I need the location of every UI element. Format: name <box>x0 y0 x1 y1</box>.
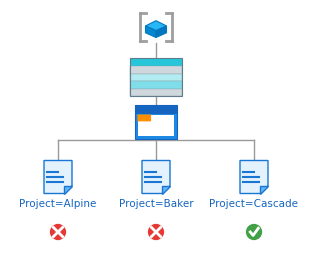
Polygon shape <box>162 186 170 194</box>
FancyBboxPatch shape <box>130 89 182 96</box>
FancyBboxPatch shape <box>130 81 182 89</box>
FancyBboxPatch shape <box>135 105 177 139</box>
Polygon shape <box>44 161 72 194</box>
Polygon shape <box>156 26 167 37</box>
Polygon shape <box>145 21 167 31</box>
Polygon shape <box>240 161 268 194</box>
FancyBboxPatch shape <box>130 66 182 74</box>
Text: Project=Baker: Project=Baker <box>119 199 193 209</box>
FancyBboxPatch shape <box>130 58 182 66</box>
FancyBboxPatch shape <box>130 74 182 81</box>
Circle shape <box>147 223 165 241</box>
Text: Project=Alpine: Project=Alpine <box>19 199 97 209</box>
Polygon shape <box>142 161 170 194</box>
Text: Project=Cascade: Project=Cascade <box>209 199 299 209</box>
Polygon shape <box>64 186 72 194</box>
FancyBboxPatch shape <box>138 114 151 121</box>
FancyBboxPatch shape <box>135 105 177 113</box>
Circle shape <box>245 223 263 241</box>
Circle shape <box>49 223 67 241</box>
Polygon shape <box>260 186 268 194</box>
Polygon shape <box>145 26 156 37</box>
FancyBboxPatch shape <box>138 115 174 136</box>
